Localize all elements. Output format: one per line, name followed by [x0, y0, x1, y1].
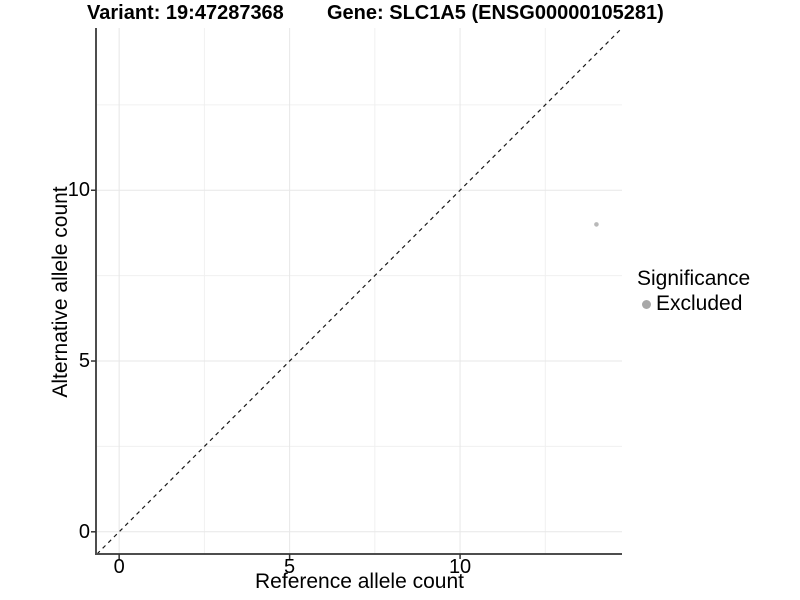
- y-axis-title: Alternative allele count: [49, 186, 72, 398]
- x-tick-label: 0: [113, 556, 125, 578]
- legend-item-label: Excluded: [656, 292, 743, 315]
- data-point: [594, 222, 599, 227]
- legend-item-excluded: Excluded: [637, 292, 750, 316]
- legend: Significance Excluded: [637, 267, 750, 316]
- legend-title: Significance: [637, 267, 751, 290]
- y-tick-label: 10: [67, 179, 90, 202]
- plot-panel: [91, 28, 623, 559]
- x-tick-label: 10: [448, 556, 472, 578]
- x-axis-title: Reference allele count: [255, 570, 464, 593]
- y-tick-label: 0: [78, 520, 90, 543]
- legend-point-icon: [642, 299, 651, 309]
- plot-title-gene: Gene: SLC1A5 (ENSG00000105281): [327, 2, 664, 24]
- legend-key: [637, 299, 656, 309]
- identity-line: [96, 28, 623, 555]
- x-tick-label: 5: [284, 556, 296, 578]
- plot-title-variant: Variant: 19:47287368: [87, 2, 284, 24]
- y-tick-label: 5: [78, 350, 90, 373]
